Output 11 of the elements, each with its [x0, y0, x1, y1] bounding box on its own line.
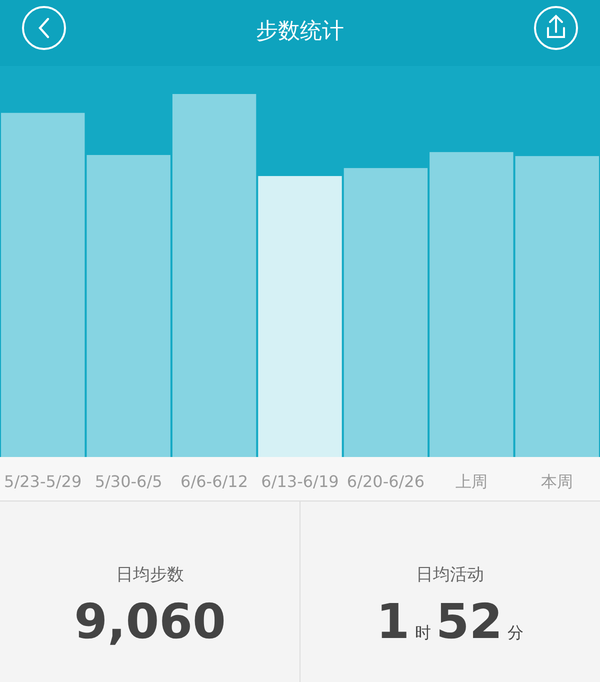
x-tick-label: 6/20-6/26 [346, 472, 425, 491]
chart-title: 步数统计 [256, 19, 344, 44]
text: 日均活动 [416, 565, 484, 585]
x-tick-label: 5/23-5/29 [4, 472, 82, 491]
text: 9,060 [74, 594, 226, 650]
text: 日均步数 [116, 565, 184, 585]
x-tick-label: 本周 [541, 472, 574, 491]
x-tick-label: 5/30-6/5 [94, 472, 162, 491]
x-tick-label: 6/13-6/19 [261, 472, 339, 491]
x-tick-label: 上周 [455, 472, 488, 491]
x-tick-label: 6/6-6/12 [180, 472, 248, 491]
